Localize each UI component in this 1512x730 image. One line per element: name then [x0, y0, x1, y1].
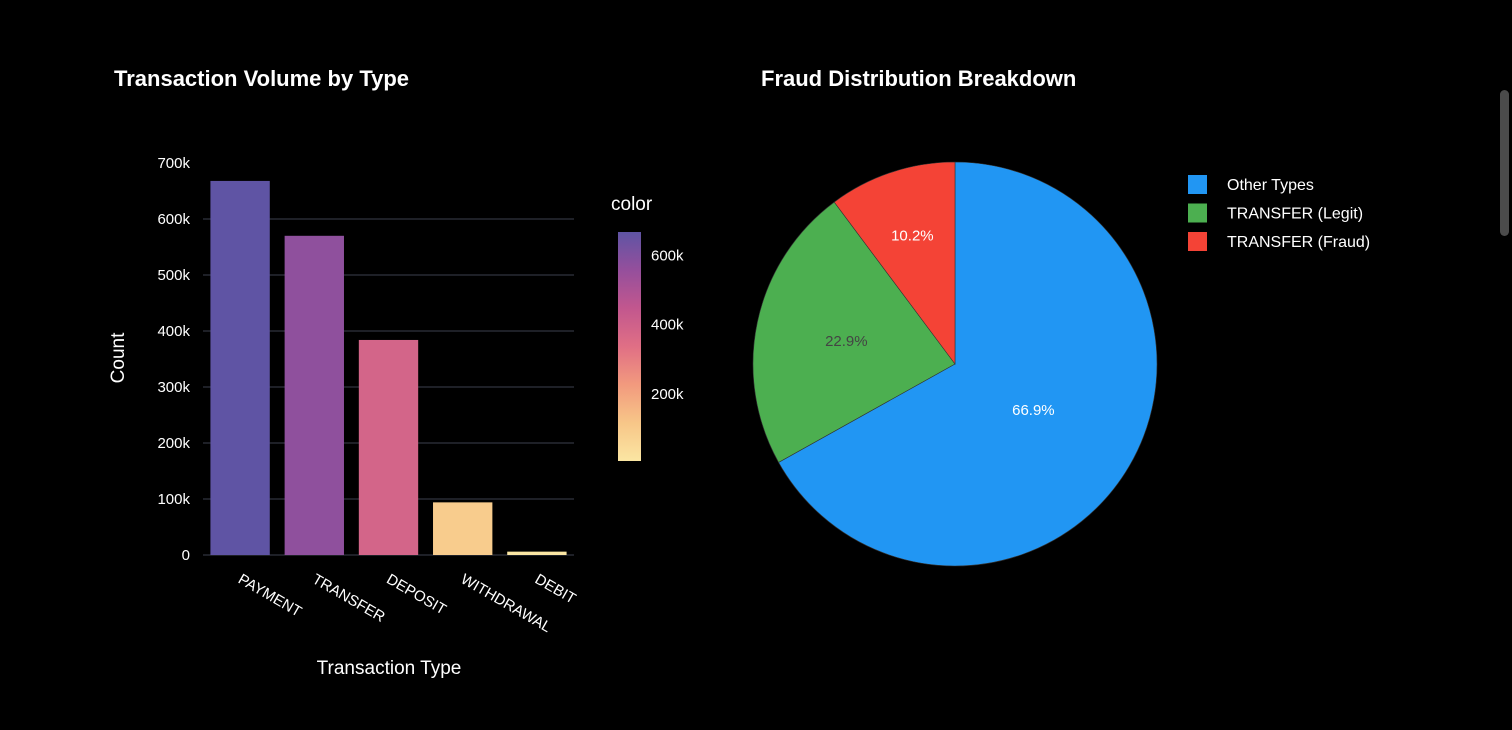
x-tick-label: PAYMENT: [235, 571, 304, 621]
pie-chart-slices: [752, 161, 1158, 567]
y-tick-label: 200k: [157, 435, 190, 452]
legend-item[interactable]: TRANSFER (Legit): [1188, 203, 1363, 223]
pie-slice-label: 66.9%: [1012, 402, 1055, 419]
y-tick-label: 400k: [157, 323, 190, 340]
bar-payment[interactable]: [210, 180, 270, 556]
pie-slice-label: 10.2%: [891, 228, 934, 245]
colorbar-tick-label: 400k: [651, 317, 684, 334]
y-tick-label: 600k: [157, 211, 190, 228]
y-tick-label: 700k: [157, 155, 190, 172]
y-tick-label: 0: [182, 547, 190, 564]
pie-slice-1[interactable]: [778, 161, 1158, 567]
pie-slice-3[interactable]: [833, 161, 956, 365]
colorbar: color 200k 400k 600k: [611, 194, 684, 461]
colorbar-tick-label: 600k: [651, 248, 684, 265]
legend-swatch: [1188, 232, 1207, 251]
legend-item[interactable]: TRANSFER (Fraud): [1188, 232, 1370, 251]
bar-transfer[interactable]: [284, 235, 344, 556]
legend-label: TRANSFER (Fraud): [1227, 234, 1370, 251]
pie-slice-2[interactable]: [752, 201, 956, 463]
colorbar-tick-label: 200k: [651, 386, 684, 403]
bar-deposit[interactable]: [358, 339, 419, 555]
scrollbar-thumb[interactable]: [1500, 90, 1509, 236]
x-tick-label: DEPOSIT: [384, 571, 450, 619]
bar-withdrawal[interactable]: [433, 502, 493, 555]
y-tick-label: 100k: [157, 491, 190, 508]
bar-chart-bars: [210, 180, 567, 556]
bar-chart-title: Transaction Volume by Type: [114, 66, 409, 91]
legend-item[interactable]: Other Types: [1188, 175, 1314, 194]
pie-slice-label: 22.9%: [825, 333, 868, 350]
pie-chart-slice-labels: 66.9% 22.9% 10.2%: [825, 228, 1055, 419]
colorbar-title: color: [611, 194, 653, 215]
colorbar-ticks: 200k 400k 600k: [651, 248, 684, 403]
legend-label: TRANSFER (Legit): [1227, 206, 1363, 223]
bar-chart-x-axis-title: Transaction Type: [317, 658, 462, 679]
page-scrollbar[interactable]: [1496, 0, 1512, 730]
y-tick-label: 500k: [157, 267, 190, 284]
bar-chart-y-axis-ticks: 0 100k 200k 300k 400k 500k 600k 700k: [157, 155, 190, 564]
legend-swatch: [1188, 203, 1207, 223]
pie-chart-legend[interactable]: Other Types TRANSFER (Legit) TRANSFER (Fra…: [1188, 175, 1370, 251]
y-tick-label: 300k: [157, 379, 190, 396]
x-tick-label: TRANSFER: [309, 571, 388, 626]
x-tick-label: DEBIT: [532, 571, 579, 608]
colorbar-gradient: [618, 232, 641, 461]
pie-chart-title: Fraud Distribution Breakdown: [761, 66, 1076, 91]
bar-debit[interactable]: [507, 551, 567, 555]
bar-chart-y-axis-title: Count: [108, 332, 129, 383]
pie-chart: Fraud Distribution Breakdown 66.9% 22.9% 1…: [752, 66, 1158, 567]
legend-label: Other Types: [1227, 177, 1314, 194]
legend-swatch: [1188, 175, 1207, 194]
bar-chart: Transaction Volume by Type 0 100k 200k 300k…: [108, 66, 579, 679]
